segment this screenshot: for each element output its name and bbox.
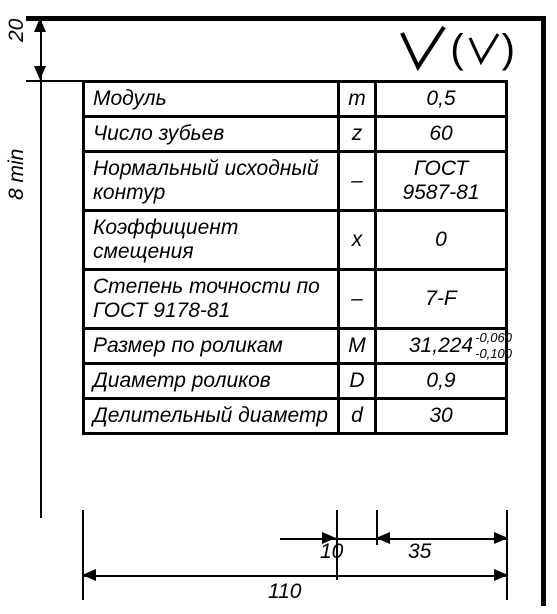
frame-right-border — [541, 16, 546, 606]
param-label: Число зубьев — [85, 118, 340, 150]
dim-arrow-icon — [34, 66, 46, 80]
drawing-table-fragment: ( ) Модуль m 0,5 Число зубьев z 60 Норма… — [0, 0, 557, 614]
dim-left-gap: 8 min — [5, 149, 29, 200]
surface-main-icon — [396, 25, 448, 73]
param-value: 0,5 — [377, 83, 505, 115]
table-row: Модуль m 0,5 — [85, 83, 505, 118]
table-row: Степень точности по ГОСТ 9178-81 – 7-F — [85, 271, 505, 330]
param-label: Размер по роликам — [85, 330, 340, 362]
param-symbol: x — [340, 212, 377, 268]
dim-top-gap: 20 — [5, 19, 29, 42]
table-row: Размер по роликам M 31,224 -0,060 -0,100 — [85, 330, 505, 365]
param-value: 60 — [377, 118, 505, 150]
dim-line-horizontal — [336, 538, 508, 540]
param-value: 0 — [377, 212, 505, 268]
param-value: 31,224 -0,060 -0,100 — [377, 330, 505, 362]
param-value: ГОСТ 9587-81 — [377, 153, 505, 209]
param-value-base: 31,224 — [409, 334, 473, 357]
param-label: Степень точности по ГОСТ 9178-81 — [85, 271, 340, 327]
dim-extension-line — [336, 510, 338, 580]
paren-close: ) — [502, 27, 515, 72]
dim-arrow-icon — [34, 18, 46, 32]
param-symbol: m — [340, 83, 377, 115]
param-value: 0,9 — [377, 365, 505, 397]
param-label: Коэффициент смещения — [85, 212, 340, 268]
param-symbol: d — [340, 400, 377, 432]
table-row: Делительный диаметр d 30 — [85, 400, 505, 432]
param-label: Модуль — [85, 83, 340, 115]
table-row: Число зубьев z 60 — [85, 118, 505, 153]
table-row: Коэффициент смещения x 0 — [85, 212, 505, 271]
frame-top-border — [26, 16, 546, 21]
dim-extension-line — [82, 510, 84, 600]
param-symbol: z — [340, 118, 377, 150]
table-row: Нормальный исходный контур – ГОСТ 9587-8… — [85, 153, 505, 212]
dim-arrow-icon — [494, 532, 508, 544]
dim-extension-line — [506, 510, 508, 600]
param-symbol: D — [340, 365, 377, 397]
dim-col-val: 35 — [408, 540, 431, 564]
table-row: Диаметр роликов D 0,9 — [85, 365, 505, 400]
dim-line-horizontal — [82, 575, 508, 577]
param-value: 7-F — [377, 271, 505, 327]
param-symbol: – — [340, 271, 377, 327]
param-label: Делительный диаметр — [85, 400, 340, 432]
dim-line-vertical — [40, 18, 42, 518]
param-symbol: – — [340, 153, 377, 209]
dim-arrow-icon — [376, 532, 390, 544]
surface-sub-icon — [466, 32, 500, 66]
param-tolerance-lower: -0,100 — [475, 346, 512, 361]
param-tolerance-upper: -0,060 — [475, 330, 512, 345]
paren-open: ( — [450, 27, 463, 72]
gear-param-table: Модуль m 0,5 Число зубьев z 60 Нормальны… — [82, 80, 508, 435]
surface-finish-symbol: ( ) — [396, 25, 517, 73]
param-symbol: M — [340, 330, 377, 362]
dim-arrow-icon — [82, 569, 96, 581]
dim-line-horizontal — [280, 538, 336, 540]
param-label: Нормальный исходный контур — [85, 153, 340, 209]
dim-arrow-icon — [494, 569, 508, 581]
dim-table-width: 110 — [268, 580, 301, 604]
param-value: 30 — [377, 400, 505, 432]
dim-extension-line — [26, 80, 82, 82]
param-label: Диаметр роликов — [85, 365, 340, 397]
